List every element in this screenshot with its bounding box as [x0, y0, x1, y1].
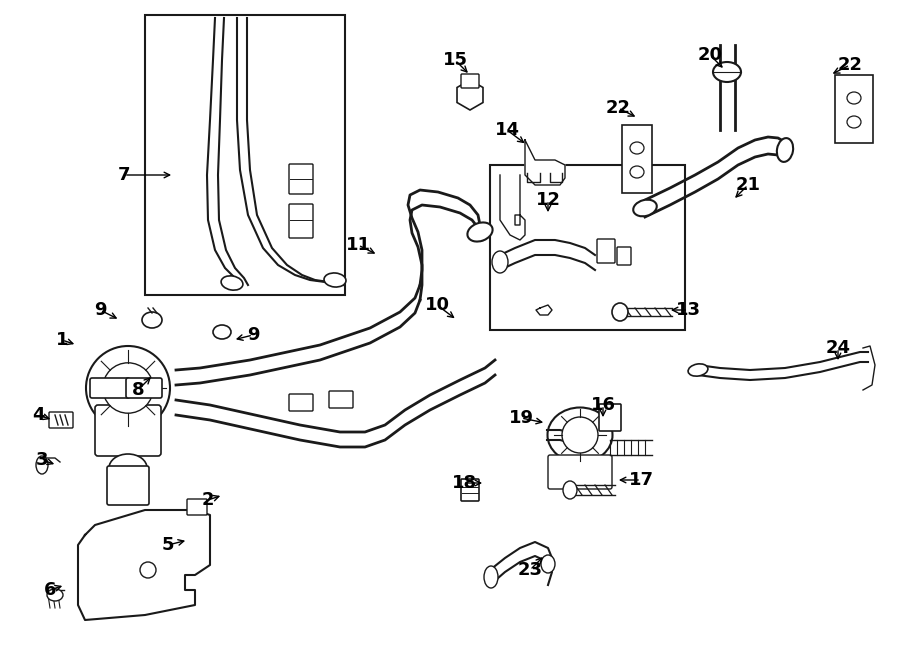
FancyBboxPatch shape: [289, 204, 313, 238]
Text: 3: 3: [36, 451, 49, 469]
Ellipse shape: [634, 200, 657, 216]
FancyBboxPatch shape: [90, 378, 130, 398]
Text: 20: 20: [698, 46, 723, 64]
Text: 14: 14: [494, 121, 519, 139]
Text: 22: 22: [606, 99, 631, 117]
Ellipse shape: [36, 456, 48, 474]
Ellipse shape: [213, 325, 231, 339]
Ellipse shape: [541, 555, 555, 573]
FancyBboxPatch shape: [95, 405, 161, 456]
Circle shape: [140, 562, 156, 578]
Text: 8: 8: [131, 381, 144, 399]
Text: 13: 13: [676, 301, 700, 319]
Text: 18: 18: [453, 474, 478, 492]
Text: 19: 19: [508, 409, 534, 427]
Ellipse shape: [563, 481, 577, 499]
Text: 4: 4: [32, 406, 44, 424]
Ellipse shape: [847, 116, 861, 128]
Text: 7: 7: [118, 166, 130, 184]
Circle shape: [86, 346, 170, 430]
FancyBboxPatch shape: [329, 391, 353, 408]
FancyBboxPatch shape: [617, 247, 631, 265]
Circle shape: [562, 417, 598, 453]
Text: 16: 16: [590, 396, 616, 414]
FancyBboxPatch shape: [49, 412, 73, 428]
Text: 22: 22: [838, 56, 862, 74]
Text: 2: 2: [202, 491, 214, 509]
Text: 23: 23: [518, 561, 543, 579]
Ellipse shape: [547, 407, 613, 463]
Ellipse shape: [47, 589, 63, 601]
Text: 17: 17: [628, 471, 653, 489]
Bar: [145, 15, 345, 295]
Bar: [835, 75, 873, 143]
Ellipse shape: [492, 251, 508, 273]
Polygon shape: [78, 510, 210, 620]
FancyBboxPatch shape: [289, 394, 313, 411]
Ellipse shape: [630, 166, 644, 178]
Text: 9: 9: [247, 326, 259, 344]
FancyBboxPatch shape: [599, 404, 621, 431]
FancyBboxPatch shape: [187, 499, 207, 515]
Ellipse shape: [109, 454, 147, 482]
Circle shape: [103, 363, 153, 413]
Ellipse shape: [221, 276, 243, 290]
FancyBboxPatch shape: [289, 164, 313, 194]
Ellipse shape: [467, 223, 492, 241]
FancyBboxPatch shape: [548, 455, 612, 489]
FancyBboxPatch shape: [107, 466, 149, 505]
Text: 24: 24: [825, 339, 850, 357]
Text: 1: 1: [56, 331, 68, 349]
Ellipse shape: [630, 142, 644, 154]
Ellipse shape: [324, 273, 346, 287]
Bar: [490, 165, 685, 330]
Text: 12: 12: [536, 191, 561, 209]
Text: 6: 6: [44, 581, 56, 599]
Text: 15: 15: [443, 51, 467, 69]
Text: 9: 9: [94, 301, 106, 319]
Ellipse shape: [142, 312, 162, 328]
Bar: [622, 125, 652, 193]
Ellipse shape: [713, 62, 741, 82]
FancyBboxPatch shape: [461, 74, 479, 88]
FancyBboxPatch shape: [126, 378, 162, 398]
Ellipse shape: [612, 303, 628, 321]
Ellipse shape: [847, 92, 861, 104]
Text: 5: 5: [162, 536, 175, 554]
Ellipse shape: [688, 364, 708, 376]
Text: 11: 11: [346, 236, 371, 254]
FancyBboxPatch shape: [597, 239, 615, 263]
Text: 10: 10: [425, 296, 449, 314]
Ellipse shape: [484, 566, 498, 588]
Ellipse shape: [777, 138, 793, 162]
FancyBboxPatch shape: [461, 479, 479, 501]
Text: 21: 21: [735, 176, 760, 194]
Polygon shape: [525, 140, 565, 185]
